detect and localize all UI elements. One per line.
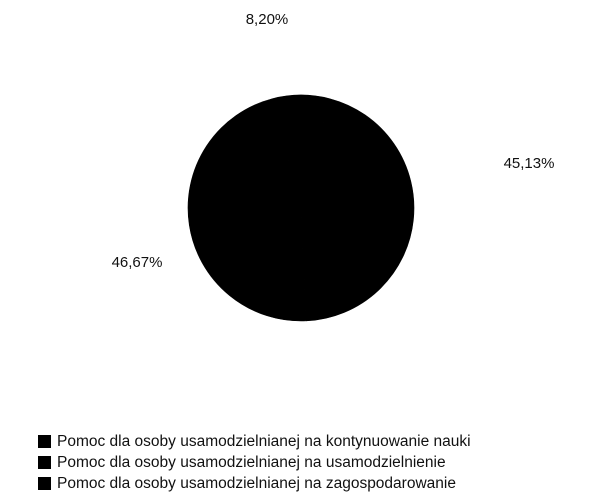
data-label-kontynuowanie-nauki: 45,13% xyxy=(504,155,555,172)
data-label-usamodzielnienie: 46,67% xyxy=(112,254,163,271)
legend-label: Pomoc dla osoby usamodzielnianej na kont… xyxy=(57,433,471,450)
legend-item-zagospodarowanie: Pomoc dla osoby usamodzielnianej na zago… xyxy=(38,473,471,494)
legend-label: Pomoc dla osoby usamodzielnianej na zago… xyxy=(57,475,456,492)
legend-item-usamodzielnienie: Pomoc dla osoby usamodzielnianej na usam… xyxy=(38,452,471,473)
pie-slices xyxy=(187,94,415,322)
pie-chart: 8,20% 45,13% 46,67% xyxy=(112,11,555,322)
chart-legend: Pomoc dla osoby usamodzielnianej na kont… xyxy=(38,431,471,494)
legend-swatch xyxy=(38,477,51,490)
pie-data-labels: 8,20% 45,13% 46,67% xyxy=(112,11,555,271)
legend-swatch xyxy=(38,456,51,469)
legend-item-kontynuowanie-nauki: Pomoc dla osoby usamodzielnianej na kont… xyxy=(38,431,471,452)
legend-label: Pomoc dla osoby usamodzielnianej na usam… xyxy=(57,454,446,471)
slice-usamodzielnienie xyxy=(187,98,307,322)
slice-kontynuowanie-nauki xyxy=(300,98,415,322)
legend-swatch xyxy=(38,435,51,448)
data-label-zagospodarowanie: 8,20% xyxy=(246,11,289,28)
